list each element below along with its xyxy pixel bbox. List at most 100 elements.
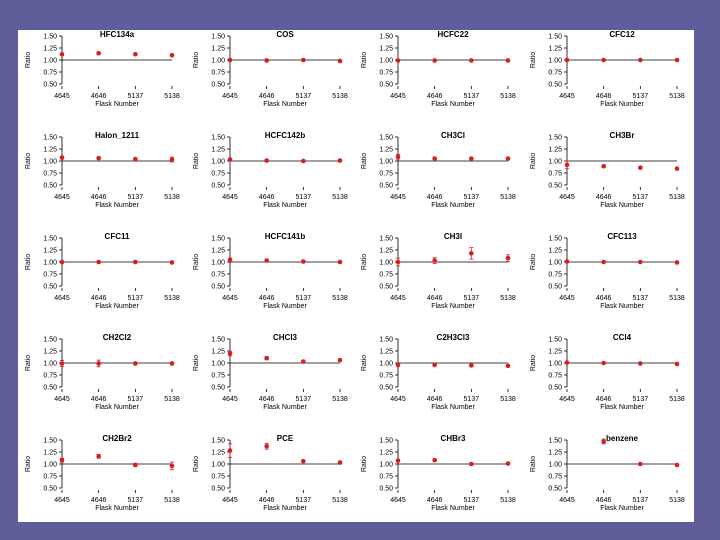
chart-title: CCl4 — [613, 333, 632, 342]
x-tick-label: 4645 — [54, 93, 70, 100]
x-tick-label: 4646 — [427, 194, 443, 201]
y-tick-label: 0.75 — [211, 474, 225, 481]
x-tick-label: 5138 — [164, 497, 180, 504]
y-tick-label: 1.25 — [379, 349, 393, 356]
x-tick-label: 5137 — [633, 497, 649, 504]
y-axis-label: Ratio — [25, 456, 32, 472]
data-point — [337, 158, 343, 163]
y-axis-label: Ratio — [361, 254, 368, 270]
y-tick-label: 1.25 — [548, 349, 562, 356]
data-point — [301, 57, 306, 63]
data-point — [227, 448, 233, 453]
x-tick-label: 5137 — [296, 194, 312, 201]
y-tick-label: 1.50 — [211, 34, 225, 41]
x-tick-label: 4646 — [427, 93, 443, 100]
chart-4: Halon_1211 Ratio 0.50 0.75 1.00 1.25 1.50 4645 4… — [25, 131, 180, 209]
data-point — [564, 57, 570, 63]
x-tick-label: 5137 — [464, 194, 480, 201]
y-tick-label: 1.00 — [379, 260, 393, 267]
x-tick-label: 5137 — [633, 396, 649, 403]
x-tick-label: 5137 — [296, 93, 312, 100]
x-tick-label: 4645 — [559, 497, 575, 504]
x-tick-label: 5137 — [464, 396, 480, 403]
y-tick-label: 1.25 — [211, 248, 225, 255]
x-tick-label: 5138 — [332, 93, 348, 100]
data-point — [337, 357, 343, 363]
y-tick-label: 1.00 — [43, 260, 57, 267]
y-tick-label: 1.00 — [379, 58, 393, 65]
data-point — [59, 361, 65, 366]
data-point — [564, 259, 570, 264]
chart-9: HCFC141b Ratio 0.50 0.75 1.00 1.25 1.50 4645 464… — [193, 232, 348, 310]
y-tick-label: 1.50 — [379, 34, 393, 41]
x-tick-label: 4645 — [54, 194, 70, 201]
y-axis-label: Ratio — [25, 254, 32, 270]
data-point — [432, 457, 437, 463]
y-tick-label: 1.50 — [548, 236, 562, 243]
y-tick-label: 1.25 — [43, 349, 57, 356]
y-tick-label: 1.25 — [43, 248, 57, 255]
data-point — [133, 361, 138, 366]
chart-title: CH3Cl — [441, 131, 465, 140]
x-tick-label: 5138 — [332, 396, 348, 403]
y-tick-label: 0.75 — [548, 474, 562, 481]
chart-title: HFC134a — [100, 30, 135, 39]
x-tick-label: 4646 — [91, 194, 107, 201]
data-point — [638, 361, 643, 366]
y-tick-label: 1.00 — [548, 58, 562, 65]
y-tick-label: 1.50 — [43, 236, 57, 243]
y-tick-label: 1.25 — [43, 147, 57, 154]
x-tick-label: 4646 — [259, 295, 275, 302]
y-tick-label: 0.75 — [379, 70, 393, 77]
y-tick-label: 1.00 — [211, 58, 225, 65]
data-point — [638, 165, 643, 171]
data-point — [337, 259, 343, 265]
x-tick-label: 5137 — [633, 295, 649, 302]
x-tick-label: 4646 — [596, 93, 612, 100]
y-tick-label: 0.50 — [548, 385, 562, 392]
chart-10: CH3I Ratio 0.50 0.75 1.00 1.25 1.50 4645 4646 513… — [361, 232, 516, 310]
x-tick-label: 4645 — [222, 497, 238, 504]
chart-1: COS Ratio 0.50 0.75 1.00 1.25 1.50 4645 4646 5137… — [193, 30, 348, 108]
x-tick-label: 4645 — [222, 93, 238, 100]
x-tick-label: 5137 — [128, 295, 144, 302]
y-tick-label: 1.50 — [548, 34, 562, 41]
chart-title: CFC12 — [609, 30, 635, 39]
data-point — [674, 361, 680, 367]
chart-11: CFC113 Ratio 0.50 0.75 1.00 1.25 1.50 4645 4646 5… — [530, 232, 685, 310]
data-point — [638, 461, 643, 467]
y-tick-label: 0.75 — [548, 70, 562, 77]
x-tick-label: 4646 — [259, 194, 275, 201]
small-multiples-chart: HFC134a Ratio 0.50 0.75 1.00 1.25 1.50 4645 4646… — [25, 30, 685, 512]
y-tick-label: 0.75 — [379, 474, 393, 481]
data-point — [337, 460, 343, 465]
x-tick-label: 5138 — [500, 93, 516, 100]
y-tick-label: 0.75 — [43, 474, 57, 481]
x-tick-label: 4646 — [596, 396, 612, 403]
data-point — [59, 457, 65, 463]
y-axis-label: Ratio — [193, 254, 200, 270]
x-tick-label: 4646 — [596, 497, 612, 504]
y-axis-label: Ratio — [530, 153, 537, 169]
data-point — [169, 361, 175, 366]
chart-title: CH3I — [444, 232, 462, 241]
y-axis-label: Ratio — [193, 456, 200, 472]
chart-title: CH3Br — [610, 131, 635, 140]
x-tick-label: 5138 — [500, 194, 516, 201]
y-axis-label: Ratio — [193, 355, 200, 371]
chart-8: CFC11 Ratio 0.50 0.75 1.00 1.25 1.50 4645 4646 51… — [25, 232, 180, 310]
x-tick-label: 5138 — [669, 396, 685, 403]
data-point — [301, 158, 306, 164]
chart-title: Halon_1211 — [95, 131, 140, 140]
x-tick-label: 5138 — [332, 194, 348, 201]
y-tick-label: 1.00 — [211, 361, 225, 368]
x-tick-label: 5138 — [500, 396, 516, 403]
x-axis-label: Flask Number — [95, 202, 139, 209]
y-tick-label: 0.75 — [211, 171, 225, 178]
y-tick-label: 0.50 — [211, 385, 225, 392]
x-tick-label: 4646 — [259, 93, 275, 100]
y-tick-label: 1.00 — [379, 159, 393, 166]
x-tick-label: 5137 — [296, 396, 312, 403]
data-point — [469, 58, 474, 63]
data-point — [505, 156, 511, 161]
